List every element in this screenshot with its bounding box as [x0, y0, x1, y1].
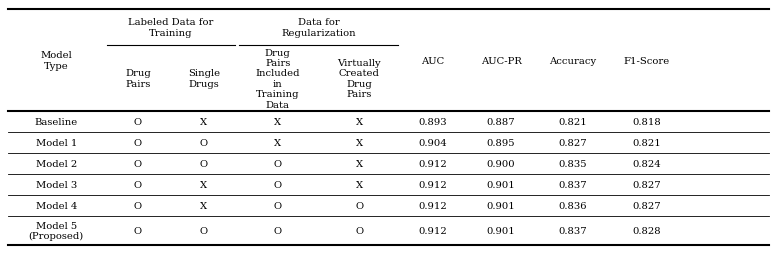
Text: 0.912: 0.912: [419, 159, 448, 168]
Text: 0.904: 0.904: [419, 138, 448, 148]
Text: O: O: [274, 180, 282, 189]
Text: 0.818: 0.818: [632, 118, 661, 127]
Text: 0.824: 0.824: [632, 159, 661, 168]
Text: X: X: [274, 138, 281, 148]
Text: Virtually
Created
Drug
Pairs: Virtually Created Drug Pairs: [337, 59, 382, 99]
Text: Model 1: Model 1: [36, 138, 77, 148]
Text: Model 3: Model 3: [36, 180, 77, 189]
Text: Model
Type: Model Type: [40, 51, 72, 71]
Text: O: O: [200, 159, 208, 168]
Text: Labeled Data for
Training: Labeled Data for Training: [128, 18, 214, 38]
Text: 0.828: 0.828: [632, 226, 661, 235]
Text: X: X: [356, 180, 363, 189]
Text: AUC: AUC: [422, 56, 444, 66]
Text: 0.821: 0.821: [632, 138, 661, 148]
Text: X: X: [274, 118, 281, 127]
Text: 0.893: 0.893: [419, 118, 448, 127]
Text: O: O: [355, 201, 364, 210]
Text: O: O: [200, 226, 208, 235]
Text: 0.901: 0.901: [486, 201, 516, 210]
Text: 0.901: 0.901: [486, 226, 516, 235]
Text: Baseline: Baseline: [35, 118, 78, 127]
Text: 0.901: 0.901: [486, 180, 516, 189]
Text: Model 2: Model 2: [36, 159, 77, 168]
Text: X: X: [356, 118, 363, 127]
Text: 0.836: 0.836: [559, 201, 587, 210]
Text: Drug
Pairs: Drug Pairs: [125, 69, 151, 88]
Text: 0.912: 0.912: [419, 180, 448, 189]
Text: 0.887: 0.887: [487, 118, 515, 127]
Text: O: O: [355, 226, 364, 235]
Text: F1-Score: F1-Score: [624, 56, 670, 66]
Text: 0.900: 0.900: [487, 159, 515, 168]
Text: X: X: [200, 180, 207, 189]
Text: Model 5
(Proposed): Model 5 (Proposed): [29, 221, 84, 240]
Text: O: O: [134, 180, 142, 189]
Text: AUC-PR: AUC-PR: [481, 56, 521, 66]
Text: O: O: [134, 118, 142, 127]
Text: 0.895: 0.895: [487, 138, 515, 148]
Text: Data for
Regularization: Data for Regularization: [281, 18, 356, 38]
Text: O: O: [134, 159, 142, 168]
Text: 0.821: 0.821: [559, 118, 587, 127]
Text: O: O: [134, 201, 142, 210]
Text: O: O: [200, 138, 208, 148]
Text: Single
Drugs: Single Drugs: [188, 69, 220, 88]
Text: X: X: [200, 118, 207, 127]
Text: 0.837: 0.837: [559, 226, 587, 235]
Text: O: O: [274, 201, 282, 210]
Text: Drug
Pairs
Included
in
Training
Data: Drug Pairs Included in Training Data: [256, 48, 300, 109]
Text: 0.827: 0.827: [632, 201, 661, 210]
Text: 0.837: 0.837: [559, 180, 587, 189]
Text: O: O: [274, 226, 282, 235]
Text: X: X: [356, 159, 363, 168]
Text: O: O: [134, 138, 142, 148]
Text: Accuracy: Accuracy: [549, 56, 597, 66]
Text: 0.912: 0.912: [419, 226, 448, 235]
Text: O: O: [134, 226, 142, 235]
Text: O: O: [274, 159, 282, 168]
Text: 0.835: 0.835: [559, 159, 587, 168]
Text: 0.827: 0.827: [632, 180, 661, 189]
Text: X: X: [200, 201, 207, 210]
Text: Model 4: Model 4: [36, 201, 77, 210]
Text: X: X: [356, 138, 363, 148]
Text: 0.827: 0.827: [559, 138, 587, 148]
Text: 0.912: 0.912: [419, 201, 448, 210]
